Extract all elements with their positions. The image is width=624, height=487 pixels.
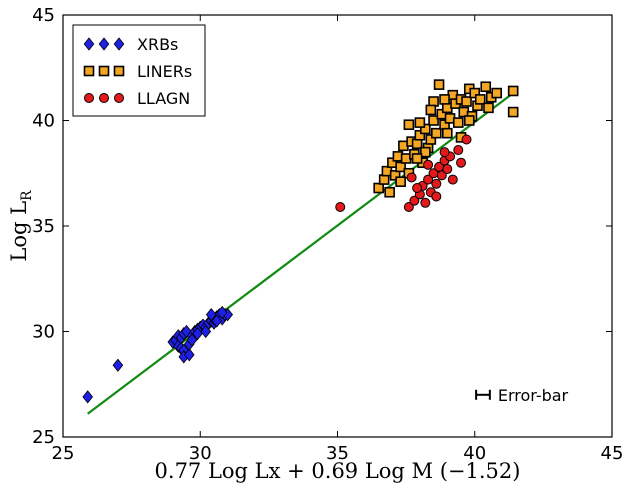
data-point-square (433, 79, 445, 90)
data-point-square (395, 176, 406, 187)
points-layer (82, 79, 519, 404)
legend-marker-circle (114, 93, 124, 103)
data-point-square (395, 161, 406, 173)
data-point-circle (431, 178, 442, 189)
x-tick-label: 25 (52, 443, 75, 464)
legend-box (72, 24, 206, 117)
data-point-square (431, 127, 442, 139)
data-point-circle (431, 191, 442, 202)
data-point-circle (423, 174, 434, 185)
error-bar-annotation: Error-bar (475, 386, 569, 405)
data-point-square (414, 129, 426, 141)
legend-label: XRBs (137, 35, 178, 54)
legend-label: LLAGN (137, 89, 190, 108)
data-point-square (507, 85, 519, 97)
legend-marker-circle (84, 93, 94, 103)
legend: XRBs LINERs LLAGN (72, 24, 206, 117)
axis-labels: 0.77 Log Lx + 0.69 Log M (−1.52) Log LR (7, 190, 520, 483)
data-point-circle (439, 147, 450, 158)
data-point-square (414, 117, 426, 128)
data-point-diamond (192, 326, 203, 341)
x-tick-label: 45 (601, 443, 624, 464)
y-tick-label: 30 (32, 322, 55, 343)
y-axis-label: Log LR (7, 190, 35, 262)
data-point-square (507, 106, 519, 118)
data-point-diamond (200, 324, 212, 339)
data-point-diamond (216, 305, 228, 320)
y-tick-label: 40 (32, 111, 55, 132)
data-point-square (425, 134, 437, 145)
ticks-layer: 25 30 35 40 45 25 30 35 40 45 (32, 5, 623, 464)
data-point-diamond (112, 358, 124, 372)
data-point-square (420, 123, 431, 135)
x-tick-label: 35 (326, 443, 349, 464)
error-bar-label: Error-bar (498, 386, 569, 405)
data-point-diamond (82, 390, 94, 404)
x-axis-label: 0.77 Log Lx + 0.69 Log M (−1.52) (155, 459, 521, 483)
data-point-circle (423, 159, 434, 170)
data-point-circle (403, 202, 414, 213)
data-point-square (403, 119, 415, 131)
fit-line (87, 92, 514, 415)
data-point-square (384, 186, 395, 198)
data-point-square (480, 81, 492, 93)
data-point-square (463, 115, 475, 126)
data-point-square (420, 146, 431, 158)
fit-line-layer (87, 92, 514, 415)
y-tick-label: 25 (32, 427, 55, 448)
data-point-diamond (211, 314, 223, 328)
data-point-circle (420, 197, 431, 208)
data-point-circle (453, 145, 464, 156)
data-point-square (439, 94, 450, 105)
legend-marker-diamond (98, 37, 110, 51)
y-tick-label: 45 (32, 5, 55, 26)
data-point-square (474, 94, 486, 105)
data-point-diamond (186, 333, 198, 347)
legend-marker-diamond (83, 37, 95, 51)
legend-marker-square (98, 65, 110, 77)
data-point-diamond (205, 307, 217, 322)
data-point-circle (447, 174, 458, 185)
data-point-square (425, 104, 437, 116)
data-point-square (373, 182, 384, 194)
x-tick-label: 40 (463, 443, 486, 464)
data-point-square (491, 87, 503, 99)
data-point-diamond (181, 324, 192, 339)
y-axis-label-main: Log L (7, 201, 31, 262)
legend-marker-square (113, 65, 125, 77)
data-point-square (469, 87, 481, 99)
data-point-circle (409, 195, 420, 206)
data-point-square (389, 170, 401, 181)
data-point-circle (412, 183, 423, 194)
data-point-square (452, 117, 464, 128)
y-tick-label: 35 (32, 216, 55, 237)
data-point-circle (335, 202, 346, 213)
data-point-circle (436, 170, 447, 181)
data-point-square (483, 102, 494, 114)
x-tick-label: 30 (189, 443, 212, 464)
data-point-square (428, 115, 439, 126)
data-point-circle (406, 172, 417, 183)
data-point-square (411, 153, 423, 164)
data-point-circle (442, 164, 453, 175)
legend-marker-circle (99, 93, 109, 103)
data-point-diamond (183, 348, 195, 362)
data-point-circle (461, 134, 472, 145)
data-point-square (441, 127, 453, 139)
legend-label: LINERs (137, 62, 192, 81)
data-point-square (461, 96, 472, 107)
data-point-circle (456, 157, 467, 168)
legend-marker-diamond (113, 37, 125, 51)
legend-marker-square (83, 65, 95, 77)
y-axis-label-subscript: R (19, 190, 35, 201)
